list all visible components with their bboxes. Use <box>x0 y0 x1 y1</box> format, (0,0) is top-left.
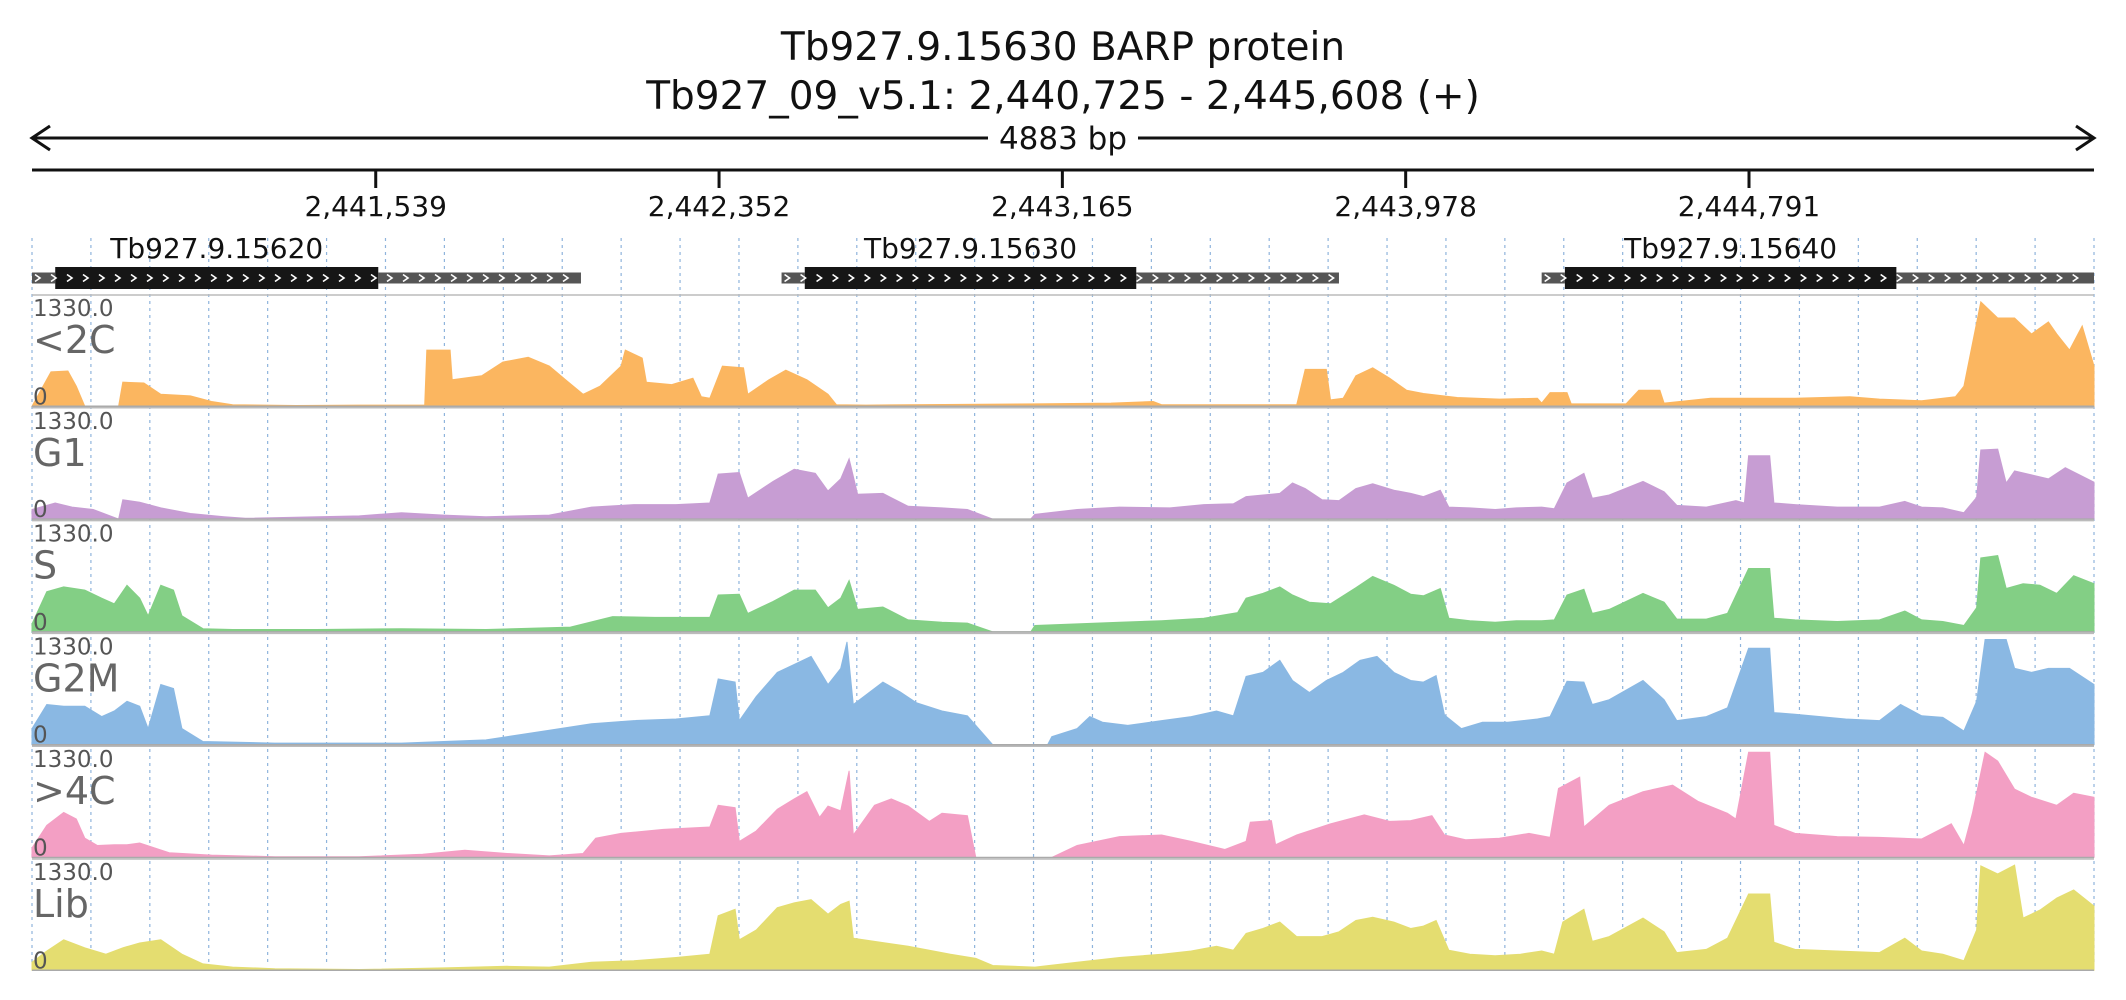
gene-model: Tb927.9.15620 <box>32 232 581 289</box>
gene-cds <box>804 267 1137 289</box>
gene-utr3 <box>378 272 581 284</box>
track-ymax-label: 1330.0 <box>33 860 113 886</box>
track-ymin-label: 0 <box>33 836 48 862</box>
coverage-area <box>31 448 2095 520</box>
track-name-label: G2M <box>33 656 119 700</box>
track-ymax-label: 1330.0 <box>33 634 113 660</box>
coverage-area <box>31 751 2095 858</box>
coverage-track: 1330.0 0 G1 <box>31 407 2095 523</box>
x-tick-label: 2,443,165 <box>991 190 1134 223</box>
track-ymin-label: 0 <box>33 723 48 749</box>
track-name-label: Lib <box>33 882 89 926</box>
gene-utr5 <box>1541 272 1565 284</box>
gene-models: Tb927.9.15620 Tb927.9.15630 Tb927.9.15640 <box>32 232 2094 289</box>
span-length-label: 4883 bp <box>999 121 1127 157</box>
coverage-track: 1330.0 0 <2C <box>31 294 2095 410</box>
coverage-area <box>31 864 2095 971</box>
gene-label: Tb927.9.15620 <box>109 232 323 265</box>
coverage-area <box>31 300 2095 407</box>
strand-chevrons <box>1544 273 2080 283</box>
chart-title: Tb927.9.15630 BARP protein <box>780 25 1345 70</box>
gene-utr5 <box>781 272 805 284</box>
span-arrowhead-right <box>2075 124 2097 152</box>
track-name-label: S <box>33 544 57 588</box>
track-ymax-label: 1330.0 <box>33 522 113 548</box>
strand-chevrons <box>34 273 570 283</box>
gene-label: Tb927.9.15630 <box>863 232 1077 265</box>
coverage-area <box>31 639 2095 746</box>
coverage-area <box>31 555 2095 633</box>
track-ymax-label: 1330.0 <box>33 747 113 773</box>
coverage-track: 1330.0 0 G2M <box>31 632 2095 749</box>
x-tick-label: 2,444,791 <box>1678 190 1821 223</box>
track-ymin-label: 0 <box>33 948 48 974</box>
track-ymax-label: 1330.0 <box>33 409 113 435</box>
coverage-track: 1330.0 0 S <box>31 519 2095 636</box>
chart-subtitle: Tb927_09_v5.1: 2,440,725 - 2,445,608 (+) <box>645 74 1480 119</box>
gene-cds <box>1564 267 1897 289</box>
coverage-track: 1330.0 0 >4C <box>31 745 2095 862</box>
span-arrowhead-left <box>29 124 51 152</box>
coordinate-axis: 2,441,539 2,442,352 2,443,165 2,443,978 2,44… <box>32 168 2094 223</box>
track-name-label: G1 <box>33 431 87 475</box>
track-ymin-label: 0 <box>33 497 48 523</box>
gene-utr5 <box>32 272 56 284</box>
gene-model: Tb927.9.15640 <box>1541 232 2094 289</box>
track-ymin-label: 0 <box>33 384 48 410</box>
coverage-track: 1330.0 0 Lib <box>31 858 2095 974</box>
gene-label: Tb927.9.15640 <box>1623 232 1837 265</box>
x-tick-label: 2,441,539 <box>304 190 447 223</box>
strand-chevrons <box>784 273 1335 283</box>
x-tick-label: 2,443,978 <box>1334 190 1477 223</box>
track-name-label: >4C <box>33 769 116 813</box>
span-indicator: 4883 bp <box>29 121 2097 157</box>
track-ymin-label: 0 <box>33 610 48 636</box>
coverage-tracks: 1330.00<2C1330.00G11330.00S1330.00G2M133… <box>31 294 2095 974</box>
x-tick-label: 2,442,352 <box>648 190 791 223</box>
track-ymax-label: 1330.0 <box>33 296 113 322</box>
gene-utr3 <box>1896 272 2094 284</box>
gene-model: Tb927.9.15630 <box>781 232 1339 289</box>
track-name-label: <2C <box>33 318 116 362</box>
